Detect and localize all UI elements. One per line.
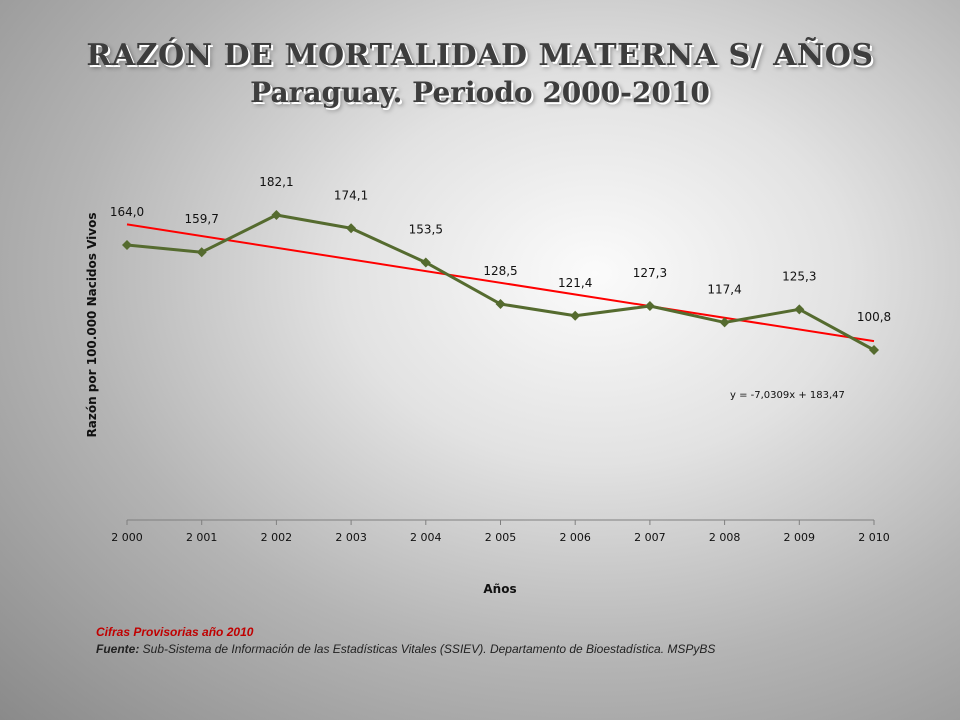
data-label: 182,1	[259, 175, 293, 189]
source-label: Fuente:	[96, 642, 140, 656]
x-tick-label: 2 004	[410, 531, 442, 544]
x-tick-label: 2 010	[858, 531, 890, 544]
data-point	[644, 300, 655, 311]
series-line	[122, 210, 879, 355]
trendline-equation: y = -7,0309x + 183,47	[730, 390, 845, 401]
data-point	[196, 247, 207, 258]
data-label: 174,1	[334, 188, 368, 202]
x-tick-label: 2 008	[709, 531, 741, 544]
trendline	[126, 223, 875, 343]
x-axis-title: Años	[483, 582, 516, 596]
x-tick-label: 2 000	[111, 531, 143, 544]
x-tick-label: 2 007	[634, 531, 666, 544]
data-point	[570, 310, 581, 321]
x-axis: 2 000 2 001 2 002 2 003 2 004 2 005 2 006 2 007…	[111, 519, 890, 544]
data-label: 100,8	[857, 310, 891, 324]
data-point	[346, 223, 357, 234]
x-tick-label: 2 006	[559, 531, 591, 544]
slide-subtitle: Paraguay. Periodo 2000-2010	[250, 76, 710, 109]
data-point	[869, 345, 879, 355]
x-tick-label: 2 005	[485, 531, 517, 544]
x-tick-label: 2 009	[784, 531, 816, 544]
data-label: 117,4	[707, 282, 741, 296]
data-label: 164,0	[110, 205, 144, 219]
data-labels: 164,0 159,7 182,1 174,1 153,5 128,5 121,4 127,3…	[110, 175, 891, 324]
data-label: 121,4	[558, 276, 592, 290]
data-label: 128,5	[483, 264, 517, 278]
data-point	[122, 240, 132, 251]
data-label: 159,7	[185, 212, 219, 226]
x-tick-label: 2 002	[261, 531, 293, 544]
x-tick-label: 2 003	[335, 531, 367, 544]
provisional-note: Cifras Provisorias año 2010	[96, 625, 254, 639]
data-label: 153,5	[409, 222, 443, 236]
x-tick-label: 2 001	[186, 531, 218, 544]
data-point	[420, 257, 431, 268]
data-point	[271, 210, 282, 220]
source-text: Sub-Sistema de Información de las Estadí…	[139, 642, 716, 656]
trendline-path	[126, 223, 875, 343]
data-point	[794, 304, 805, 315]
data-point	[495, 299, 506, 310]
data-label: 125,3	[782, 269, 816, 283]
data-point	[719, 317, 730, 328]
data-label: 127,3	[633, 266, 667, 280]
y-axis-title: Razón por 100.000 Nacidos Vivos	[85, 213, 99, 438]
slide-title: RAZÓN DE MORTALIDAD MATERNA S/ AÑOS	[86, 38, 874, 73]
source-note: Fuente: Sub-Sistema de Información de la…	[96, 642, 715, 656]
